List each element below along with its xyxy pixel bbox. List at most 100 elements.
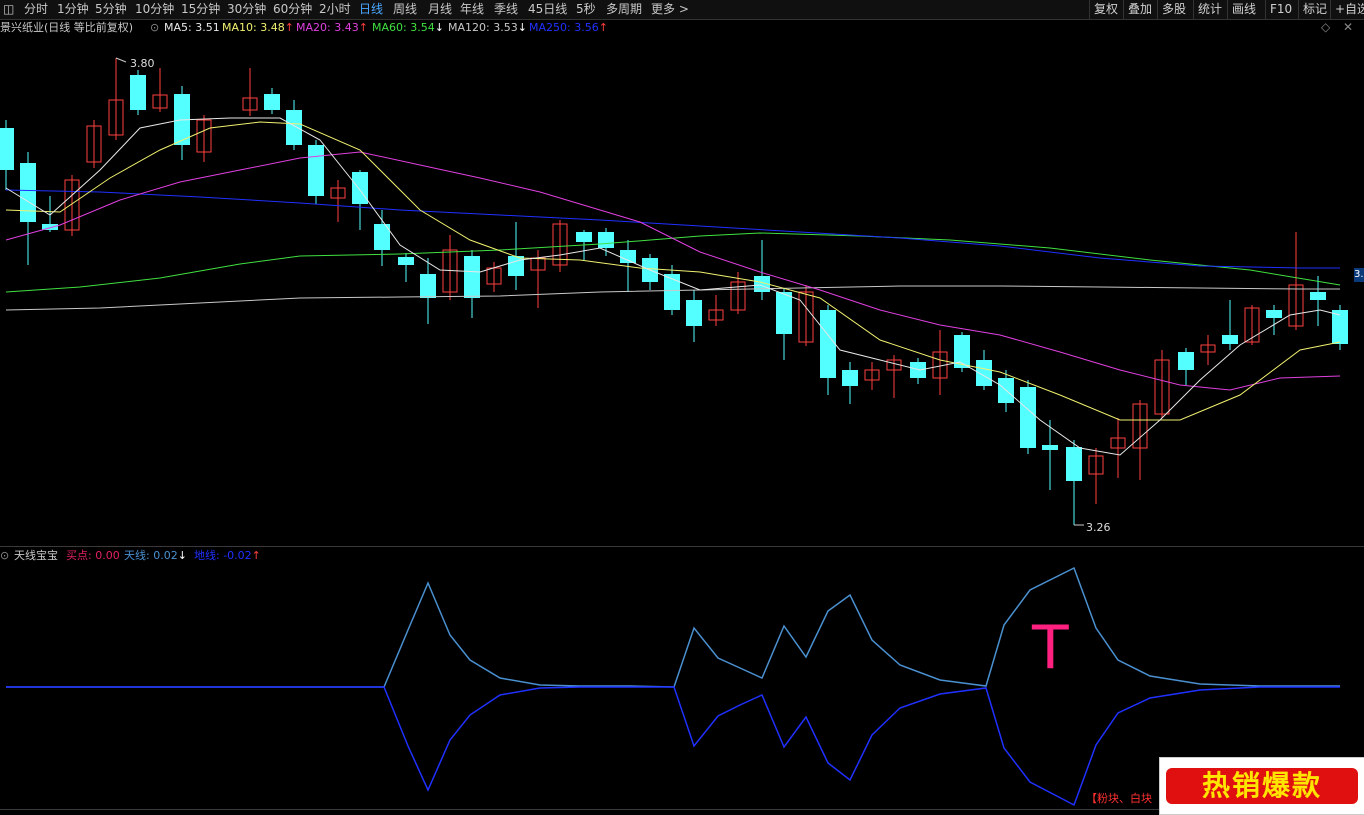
ma20-line [5,151,1341,391]
tool-6[interactable]: 标记 [1303,2,1328,16]
candle-body-56 [1266,310,1282,318]
diamond-icon[interactable]: ◇ [1321,20,1331,34]
candle-body-11 [264,94,280,110]
ma-arrow-4: ↓ [517,21,527,34]
bottom-border [0,809,1364,810]
candle-body-2 [42,224,58,230]
indicator-collapse-icon[interactable]: ⊙ [0,549,10,562]
high-label: 3.80 [130,57,155,70]
toolbar-separator [1193,0,1194,19]
high-pointer [115,57,127,63]
ma60-line [5,232,1341,293]
indicator-arrow-2: ↑ [251,549,261,562]
period-5[interactable]: 30分钟 [227,2,267,16]
period-2[interactable]: 5分钟 [95,2,127,16]
candle-body-24 [552,223,568,266]
period-toolbar: ◫ 分时 1分钟 5分钟 10分钟 15分钟 30分钟 60分钟 2小时 日线 周线 月线 年线 季线 4… [0,0,1364,20]
ma-arrow-1: ↑ [284,21,294,34]
ma10-line [5,121,1341,421]
candle-body-12 [286,110,302,145]
candle-body-30 [686,300,702,326]
candle-body-0 [0,128,14,170]
candle-body-50 [1132,403,1148,449]
tool-4[interactable]: 画线 [1232,2,1257,16]
candle-body-15 [352,172,368,204]
promo-text[interactable]: 热销爆款 [1166,768,1358,804]
window-icon[interactable]: ◫ [3,2,15,16]
candle-body-36 [820,310,836,378]
tool-2[interactable]: 多股 [1162,2,1187,16]
candle-body-16 [374,224,390,250]
period-3[interactable]: 10分钟 [135,2,175,16]
candle-body-20 [464,256,480,298]
candle-body-7 [152,94,168,109]
period-13[interactable]: 45日线 [528,2,568,16]
indicator-legend-1: 天线: 0.02↓ [124,549,187,562]
period-15[interactable]: 多周期 [606,2,643,16]
period-16[interactable]: 更多 > [651,2,689,16]
period-8[interactable]: 日线 [359,2,384,16]
period-12[interactable]: 季线 [494,2,519,16]
promo-banner[interactable]: 热销爆款 [1159,757,1364,815]
promo-side-text: 【粉块、白块 [1086,792,1152,805]
candle-body-55 [1244,307,1260,343]
candle-body-58 [1310,292,1326,300]
candle-body-29 [664,274,680,310]
candle-body-52 [1178,352,1194,370]
toolbar-separator [1123,0,1124,19]
collapse-icon[interactable]: ⊙ [150,21,160,34]
ma-legend-2: MA20: 3.43↑ [296,21,368,34]
tool-7[interactable]: +自选 [1335,2,1364,16]
candle-body-54 [1222,335,1238,344]
tool-5[interactable]: F10 [1270,2,1293,16]
buy-marker: T [1031,613,1069,683]
toolbar-separator [1089,0,1090,19]
period-9[interactable]: 周线 [393,2,418,16]
candle-body-10 [242,97,258,111]
candle-body-32 [730,281,746,311]
period-11[interactable]: 年线 [460,2,485,16]
candle-body-38 [864,369,880,381]
candle-body-49 [1110,437,1126,449]
low-label: 3.26 [1086,521,1111,534]
candle-body-47 [1066,447,1082,481]
period-4[interactable]: 15分钟 [181,2,221,16]
candle-body-31 [708,309,724,321]
period-14[interactable]: 5秒 [576,2,596,16]
period-0[interactable]: 分时 [24,2,49,16]
period-10[interactable]: 月线 [428,2,453,16]
tool-1[interactable]: 叠加 [1128,2,1153,16]
candle-body-51 [1154,359,1170,415]
candle-body-9 [196,119,212,153]
stock-title[interactable]: 景兴纸业(日线 等比前复权) [0,21,134,34]
period-7[interactable]: 2小时 [319,2,351,16]
tool-0[interactable]: 复权 [1094,2,1119,16]
ma-legend-5: MA250: 3.56↑ [529,21,608,34]
indicator-legend-2: 地线: -0.02↑ [194,549,261,562]
candle-body-5 [108,99,124,136]
indicator-title[interactable]: 天线宝宝 [14,549,58,562]
ma-legend-1: MA10: 3.48↑ [222,21,294,34]
ma-legend-0: MA5: 3.51 [164,21,220,34]
candle-body-22 [508,256,524,276]
toolbar-separator [1298,0,1299,19]
ground-line [6,686,1340,807]
close-icon[interactable]: ✕ [1343,20,1354,34]
current-price-tag: 3. [1354,268,1364,282]
candle-body-34 [776,292,792,334]
ma-arrow-5: ↑ [598,21,608,34]
candle-body-46 [1042,445,1058,450]
ma-arrow-3: ↓ [434,21,444,34]
ma-arrow-2: ↑ [358,21,368,34]
tool-3[interactable]: 统计 [1198,2,1223,16]
panel-divider[interactable] [0,546,1364,547]
period-1[interactable]: 1分钟 [57,2,89,16]
ma250-line [5,189,1340,269]
candle-body-4 [86,125,102,163]
indicator-legend-0: 买点: 0.00 [66,549,120,562]
sky-line [6,566,1340,688]
ma-legend-4: MA120: 3.53↓ [448,21,527,34]
toolbar-separator [1157,0,1158,19]
period-6[interactable]: 60分钟 [273,2,313,16]
